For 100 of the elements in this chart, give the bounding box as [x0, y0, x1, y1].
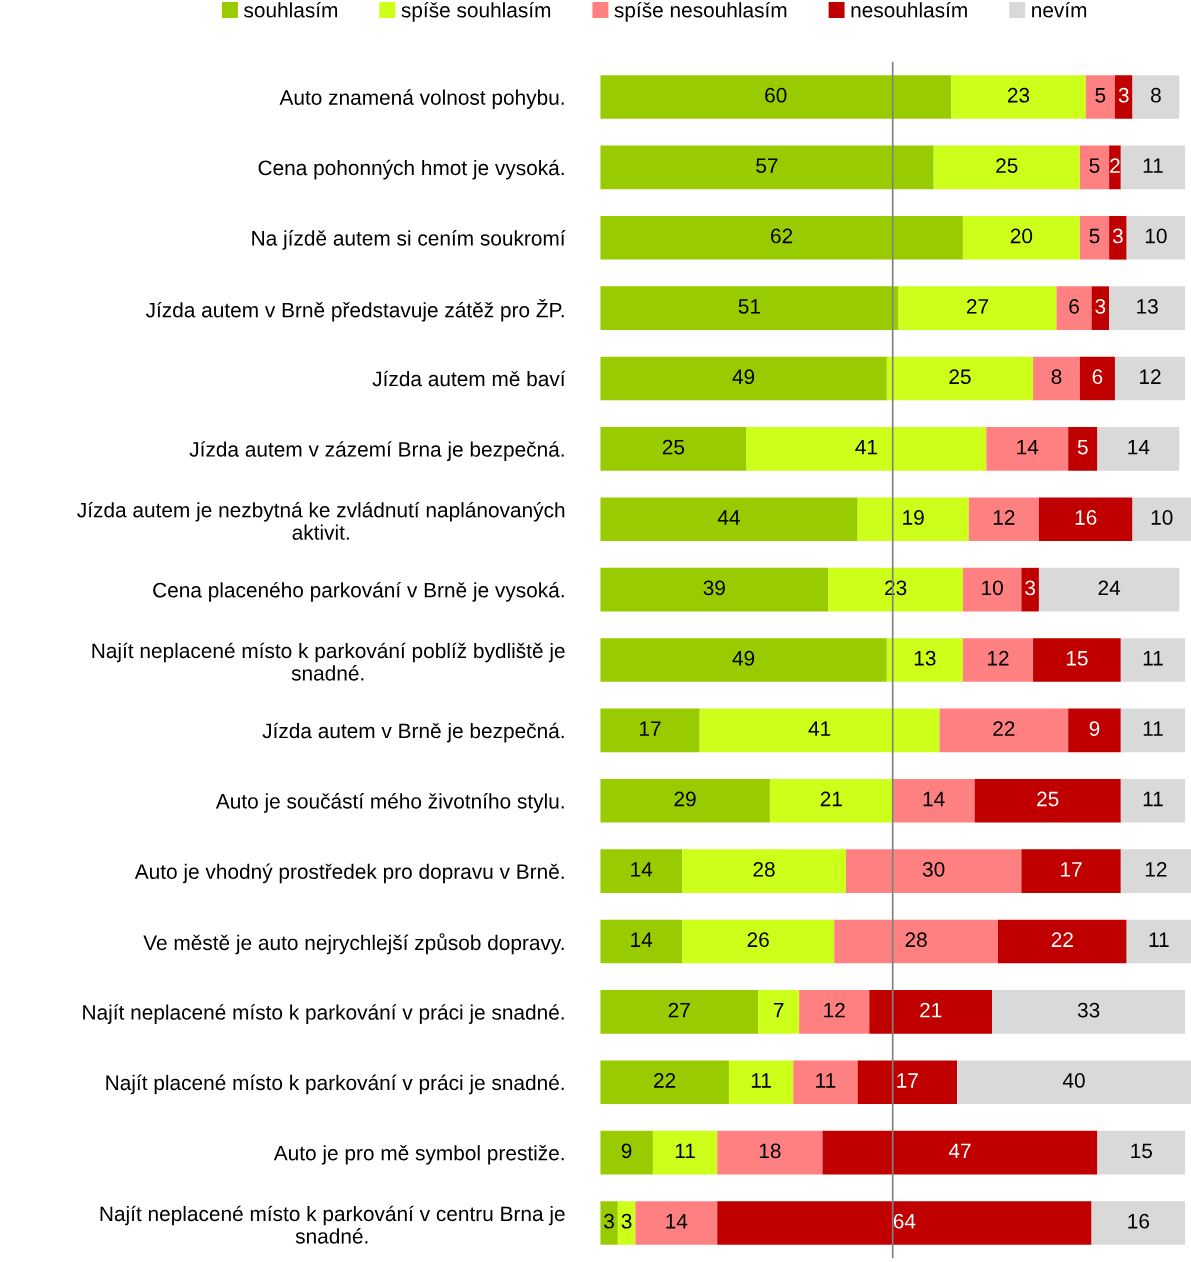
bar [600, 1060, 729, 1105]
y-tick-label: Najít neplacené místo k parkování poblíž bydliště je snadné. [92, 642, 565, 681]
data-label: 14 [1128, 439, 1150, 455]
y-tick-label: Najít neplacené místo k parkování v centru Brna je snadné. [100, 1205, 565, 1244]
legend-label: souhlasím [244, 1, 338, 18]
data-label: 60 [765, 87, 787, 103]
data-label: 11 [1143, 791, 1163, 807]
bar [1091, 286, 1110, 330]
data-label: 44 [717, 510, 740, 525]
bar [1085, 75, 1115, 119]
bar [1033, 356, 1080, 401]
bar [951, 75, 1086, 119]
data-label: 28 [753, 861, 775, 877]
data-label: 3 [604, 1213, 614, 1229]
data-label: 22 [654, 1073, 676, 1088]
y-tick-label: Na jízdě autem si cením soukromí [252, 230, 566, 250]
data-label: 5 [1077, 439, 1088, 455]
data-label: 12 [993, 510, 1015, 525]
data-label: 17 [1061, 862, 1082, 877]
data-label: 25 [1037, 791, 1059, 807]
data-label: 12 [987, 650, 1009, 666]
data-label: 11 [1149, 932, 1169, 947]
bar [974, 778, 1121, 823]
bar [869, 990, 993, 1034]
data-label: 10 [1151, 510, 1173, 525]
bar [682, 849, 846, 893]
y-tick-label: Auto je součástí mého životního stylu. [215, 793, 564, 813]
data-label: 19 [903, 510, 924, 525]
data-label: 3 [1118, 87, 1129, 103]
bar [886, 638, 963, 682]
data-label: 9 [621, 1143, 632, 1159]
bar [968, 497, 1039, 542]
bar [1126, 919, 1191, 964]
bar [962, 215, 1080, 260]
bar [699, 708, 940, 753]
data-label: 5 [1089, 228, 1100, 244]
data-label: 47 [948, 1143, 971, 1159]
bar [635, 1201, 718, 1245]
data-label: 51 [738, 299, 760, 314]
data-label: 21 [920, 1002, 942, 1018]
legend-label: nesouhlasím [851, 1, 967, 18]
bar [600, 990, 759, 1034]
bar [1079, 215, 1110, 260]
data-label: 10 [982, 580, 1003, 596]
bar [892, 778, 975, 823]
bar [1033, 638, 1121, 682]
bar [857, 497, 969, 542]
data-label: 21 [820, 791, 842, 807]
y-tick-label: Najít placené místo k parkování v práci je snadné. [106, 1074, 564, 1095]
data-label: 25 [996, 158, 1018, 173]
legend-label: spíše souhlasím [401, 1, 551, 22]
bar [717, 1130, 823, 1175]
data-label: 11 [751, 1073, 771, 1088]
data-label: 57 [756, 158, 778, 173]
bar [600, 778, 770, 823]
data-label: 23 [1007, 87, 1030, 103]
data-label: 29 [674, 791, 696, 807]
data-label: 9 [1089, 721, 1100, 736]
data-label: 41 [855, 439, 877, 455]
bar [992, 990, 1186, 1034]
data-label: 14 [1017, 439, 1039, 455]
bar [1109, 215, 1127, 260]
data-label: 41 [808, 721, 831, 736]
bar [1120, 708, 1186, 753]
bar [1126, 215, 1186, 260]
data-label: 39 [703, 580, 725, 596]
bar [600, 1130, 653, 1175]
data-label: 6 [1069, 298, 1079, 314]
data-label: 13 [914, 650, 936, 666]
bar [1132, 75, 1180, 119]
data-label: 18 [759, 1143, 781, 1159]
y-tick-label: Jízda autem v Brně je bezpečná. [262, 722, 564, 743]
bar [834, 919, 998, 964]
bar [1097, 427, 1180, 471]
bar [822, 1130, 1098, 1175]
data-label: 12 [1145, 861, 1167, 877]
data-label: 15 [1066, 651, 1088, 666]
data-label: 33 [1077, 1002, 1100, 1018]
data-label: 20 [1010, 228, 1033, 244]
bar [857, 1060, 958, 1105]
data-label: 12 [1140, 369, 1161, 384]
data-label: 14 [631, 932, 653, 947]
data-label: 64 [893, 1213, 916, 1229]
data-label: 11 [675, 1143, 695, 1159]
bar [600, 145, 934, 190]
bar [758, 990, 800, 1034]
bar [600, 286, 899, 330]
data-label: 5 [1089, 158, 1100, 173]
data-label: 8 [1151, 87, 1161, 103]
bar [682, 919, 835, 964]
bar [933, 145, 1080, 190]
data-label: 11 [1143, 651, 1163, 666]
y-tick-label: Jízda autem mě baví [372, 370, 566, 387]
data-label: 49 [732, 650, 755, 666]
bar [1097, 1130, 1186, 1175]
bar [1021, 567, 1039, 612]
bar [793, 1060, 858, 1105]
data-label: 14 [666, 1214, 688, 1229]
bar [962, 638, 1034, 682]
y-tick-label: Ve městě je auto nejrychlejší způsob dopravy. [143, 933, 564, 955]
